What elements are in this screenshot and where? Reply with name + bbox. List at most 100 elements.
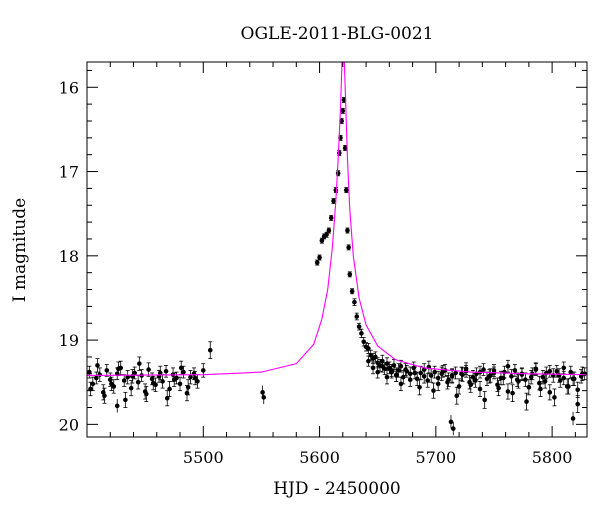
data-point bbox=[417, 384, 422, 390]
outlier-point bbox=[570, 416, 576, 421]
data-point bbox=[540, 374, 546, 380]
data-point bbox=[342, 145, 348, 151]
data-point bbox=[177, 381, 183, 387]
chart-title: OGLE-2011-BLG-0021 bbox=[241, 24, 434, 44]
data-point bbox=[359, 331, 364, 336]
data-point bbox=[473, 378, 478, 383]
data-point bbox=[384, 374, 390, 380]
data-point bbox=[94, 375, 99, 381]
data-point bbox=[389, 368, 394, 373]
x-tick-label: 5700 bbox=[415, 448, 456, 467]
data-point bbox=[407, 377, 413, 382]
data-point bbox=[178, 365, 184, 371]
data-point bbox=[575, 387, 580, 393]
data-point bbox=[104, 368, 110, 373]
model-curve bbox=[87, 62, 587, 377]
data-point bbox=[324, 232, 329, 238]
x-tick-label: 5500 bbox=[183, 448, 224, 467]
data-point bbox=[185, 384, 191, 390]
data-point bbox=[346, 245, 351, 250]
data-point bbox=[319, 238, 325, 243]
data-point bbox=[144, 391, 149, 397]
data-point bbox=[116, 366, 121, 372]
data-point bbox=[523, 377, 528, 382]
data-layer bbox=[87, 96, 587, 436]
data-point bbox=[487, 374, 492, 379]
data-point bbox=[561, 375, 567, 381]
data-point bbox=[554, 368, 560, 374]
data-point bbox=[547, 368, 553, 374]
data-point bbox=[526, 384, 532, 390]
data-point bbox=[509, 374, 514, 379]
data-point bbox=[391, 363, 397, 368]
data-point bbox=[125, 374, 130, 380]
data-point bbox=[337, 150, 342, 156]
data-point bbox=[328, 215, 334, 221]
data-point bbox=[340, 108, 346, 114]
data-point bbox=[449, 373, 455, 378]
data-point bbox=[524, 399, 529, 404]
data-point bbox=[109, 381, 114, 387]
data-point bbox=[157, 370, 163, 376]
data-point bbox=[356, 324, 362, 329]
outlier-point bbox=[114, 403, 120, 409]
x-tick-label: 5800 bbox=[532, 448, 573, 467]
data-point bbox=[425, 378, 430, 383]
data-point bbox=[398, 381, 404, 387]
data-point bbox=[171, 377, 177, 382]
data-point bbox=[477, 386, 483, 392]
data-point bbox=[150, 380, 156, 386]
data-point bbox=[481, 367, 486, 372]
data-point bbox=[87, 369, 92, 375]
outlier-point bbox=[261, 395, 267, 400]
data-point bbox=[347, 272, 353, 277]
data-point bbox=[463, 366, 469, 372]
data-point bbox=[314, 260, 320, 265]
data-point bbox=[552, 395, 557, 400]
data-point bbox=[505, 363, 511, 369]
y-tick-label: 19 bbox=[59, 331, 79, 350]
data-point bbox=[384, 361, 390, 366]
data-point bbox=[361, 339, 367, 345]
data-point bbox=[396, 368, 401, 373]
data-point bbox=[370, 365, 376, 371]
data-point bbox=[491, 368, 497, 373]
data-point bbox=[149, 376, 155, 382]
data-point bbox=[207, 347, 213, 353]
data-point bbox=[568, 369, 574, 375]
y-tick-label: 18 bbox=[59, 247, 79, 266]
data-point bbox=[542, 379, 548, 384]
data-point bbox=[403, 367, 408, 372]
data-point bbox=[181, 369, 186, 375]
data-point bbox=[373, 354, 378, 360]
data-point bbox=[192, 375, 198, 381]
data-point bbox=[398, 363, 404, 369]
data-point bbox=[547, 390, 553, 395]
data-point bbox=[514, 377, 520, 382]
data-point bbox=[375, 369, 380, 375]
data-point bbox=[456, 384, 462, 389]
data-point bbox=[97, 372, 103, 377]
y-tick-label: 17 bbox=[59, 163, 79, 182]
outlier-point bbox=[450, 426, 456, 431]
data-point bbox=[366, 346, 371, 351]
data-point bbox=[528, 374, 534, 380]
data-point bbox=[146, 367, 151, 372]
data-point bbox=[164, 395, 170, 401]
y-tick-label: 16 bbox=[59, 78, 79, 97]
x-tick-label: 5600 bbox=[299, 448, 340, 467]
data-point bbox=[137, 361, 142, 366]
data-point bbox=[512, 368, 518, 373]
plot-frame bbox=[86, 61, 588, 438]
data-point bbox=[470, 374, 476, 380]
data-point bbox=[400, 374, 406, 380]
data-point bbox=[435, 375, 441, 381]
data-point bbox=[317, 255, 322, 260]
data-point bbox=[326, 228, 332, 233]
data-point bbox=[160, 379, 165, 384]
data-point bbox=[123, 397, 128, 403]
data-point bbox=[500, 375, 506, 381]
data-point bbox=[411, 365, 417, 371]
data-point bbox=[418, 370, 424, 376]
data-point bbox=[349, 288, 355, 294]
